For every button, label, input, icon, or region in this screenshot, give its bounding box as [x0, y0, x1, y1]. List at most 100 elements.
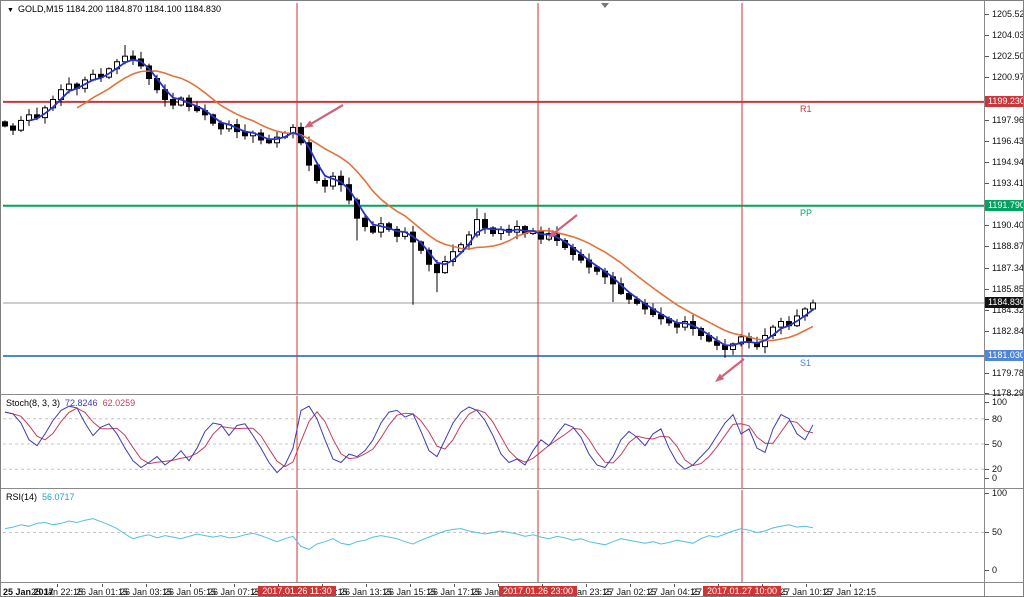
chart-shift-marker-icon[interactable] — [601, 3, 609, 8]
price-axis-label: 1187.340 — [992, 263, 1024, 273]
rsi-scale-tick — [985, 570, 989, 571]
stoch-scale-label: 50 — [992, 439, 1003, 449]
stoch-scale-label: 20 — [992, 464, 1003, 474]
time-axis-label: 26 Jan 15:15 — [383, 587, 437, 597]
price-axis-tick — [985, 77, 989, 78]
price-tag[interactable]: 1191.790 — [985, 200, 1023, 211]
rsi-indicator-label: RSI(14) 56.0717 — [6, 492, 80, 502]
arrow-head-icon — [715, 373, 725, 382]
arrow-head-icon — [304, 120, 314, 128]
vline-time-tag[interactable]: 2017.01.26 23:00 — [499, 586, 577, 596]
price-axis-tick — [985, 56, 989, 57]
rsi-scale-tick — [985, 493, 989, 494]
time-axis-tick — [454, 584, 455, 587]
stoch-d-line — [4, 407, 814, 468]
time-axis-label: 26 Jan 17:15 — [427, 587, 481, 597]
stoch-d-value: 62.0259 — [102, 398, 136, 408]
panel-separator-main-stoch[interactable] — [1, 394, 1023, 395]
vline-time-tag[interactable]: 2017.01.27 10:00 — [703, 586, 781, 596]
stoch-scale-label: 100 — [992, 397, 1008, 407]
time-axis-tick — [762, 584, 763, 587]
price-tag[interactable]: 1199.230 — [985, 96, 1023, 107]
time-axis-label: 25 Jan 22:15 — [30, 587, 84, 597]
arrow-shaft — [721, 358, 745, 378]
vertical-time-lines[interactable] — [296, 3, 743, 584]
rsi-scale-label: 50 — [992, 527, 1003, 537]
stoch-scale-tick — [985, 478, 989, 479]
arrow-shaft — [311, 104, 344, 125]
stoch-scale-label: 0 — [992, 473, 998, 483]
price-axis-label: 1194.945 — [992, 157, 1024, 167]
indicator-gridlines — [3, 418, 984, 533]
time-axis-tick — [366, 584, 367, 587]
price-axis-tick — [985, 373, 989, 374]
time-axis-label: 26 Jan 13:15 — [339, 587, 393, 597]
price-axis-tick — [985, 162, 989, 163]
time-axis-tick — [190, 584, 191, 587]
price-axis-label: 1196.430 — [992, 136, 1024, 146]
level-label-r1[interactable]: R1 — [800, 103, 812, 114]
price-tag[interactable]: 1181.030 — [985, 350, 1023, 361]
time-axis-label: 27 Jan 12:15 — [823, 587, 877, 597]
rsi-scale-label: 0 — [992, 565, 998, 575]
panel-separator-rsi-timeaxis — [1, 582, 1023, 583]
chart-canvas[interactable] — [1, 1, 984, 596]
price-axis-divider — [984, 1, 985, 596]
time-axis-tick — [278, 584, 279, 587]
time-axis-tick — [850, 584, 851, 587]
price-axis-label: 1205.520 — [992, 9, 1023, 19]
time-axis-label: 26 Jan 05:15 — [163, 587, 217, 597]
price-axis-tick — [985, 246, 989, 247]
price-axis-tick — [985, 268, 989, 269]
time-axis-tick — [674, 584, 675, 587]
price-axis-label: 1200.975 — [992, 72, 1023, 82]
stoch-scale-tick — [985, 469, 989, 470]
time-axis-label: 26 Jan 23:15 — [559, 587, 613, 597]
stoch-k-line — [4, 405, 814, 474]
symbol-dropdown-icon[interactable]: ▼ — [7, 7, 14, 14]
stoch-k-value: 72.8246 — [65, 398, 98, 408]
stoch-indicator-name: Stoch(8, 3, 3) — [6, 398, 61, 408]
horizontal-level-lines[interactable] — [3, 100, 984, 358]
time-axis-label: 25 Jan 2017 — [3, 587, 54, 597]
price-axis-tick — [985, 141, 989, 142]
time-axis-tick — [410, 584, 411, 587]
arrow-shaft — [554, 214, 578, 234]
time-axis-tick — [102, 584, 103, 587]
price-tag[interactable]: 1184.830 — [985, 297, 1023, 308]
price-axis-label: 1204.035 — [992, 30, 1023, 40]
arrow-head-icon — [548, 229, 558, 238]
chart-title: ▼ GOLD,M15 1184.200 1184.870 1184.100 118… — [7, 4, 221, 14]
time-axis-tick — [146, 584, 147, 587]
level-label-s1[interactable]: S1 — [800, 358, 812, 369]
stoch-scale-tick — [985, 402, 989, 403]
ma-slow-line — [76, 70, 814, 342]
time-axis-tick — [234, 584, 235, 587]
trend-arrows[interactable] — [304, 104, 745, 382]
price-axis-tick — [985, 120, 989, 121]
time-axis-tick — [806, 584, 807, 587]
chart-symbol-timeframe: GOLD,M15 — [17, 4, 64, 14]
rsi-scale-tick — [985, 532, 989, 533]
time-axis-label: 27 Jan 04:15 — [647, 587, 701, 597]
time-axis-label: 26 Jan 01:15 — [75, 587, 129, 597]
price-axis-tick — [985, 331, 989, 332]
time-axis-tick — [498, 584, 499, 587]
time-axis-label: 27 Jan 10:15 — [779, 587, 833, 597]
price-axis-label: 1190.400 — [992, 220, 1024, 230]
panel-separator-stoch-rsi[interactable] — [1, 488, 1023, 489]
time-axis-label: 26 Jan 19:15 — [471, 587, 525, 597]
rsi-value: 56.0717 — [42, 492, 75, 502]
vline-time-tag[interactable]: 2017.01.26 11:30 — [258, 586, 336, 596]
price-axis-label: 1178.295 — [992, 388, 1024, 398]
price-axis-tick — [985, 14, 989, 15]
chart-ohlc-values: 1184.200 1184.870 1184.100 1184.830 — [65, 4, 221, 14]
price-axis-label: 1179.780 — [992, 368, 1024, 378]
price-axis-tick — [985, 225, 989, 226]
time-axis-tick — [57, 584, 58, 587]
rsi-indicator-name: RSI(14) — [6, 492, 38, 502]
price-axis-label: 1188.870 — [992, 241, 1024, 251]
level-label-pp[interactable]: PP — [800, 207, 813, 218]
rsi-line — [4, 518, 814, 550]
